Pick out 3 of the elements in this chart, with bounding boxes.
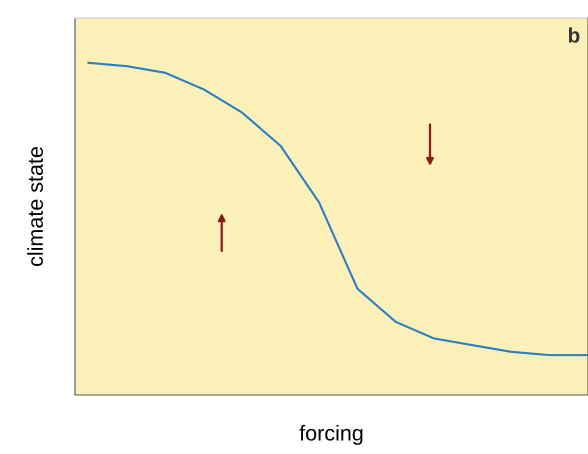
y-axis-title: climate state — [27, 147, 43, 266]
text: b — [568, 27, 580, 43]
x-axis-title: forcing — [300, 424, 362, 445]
